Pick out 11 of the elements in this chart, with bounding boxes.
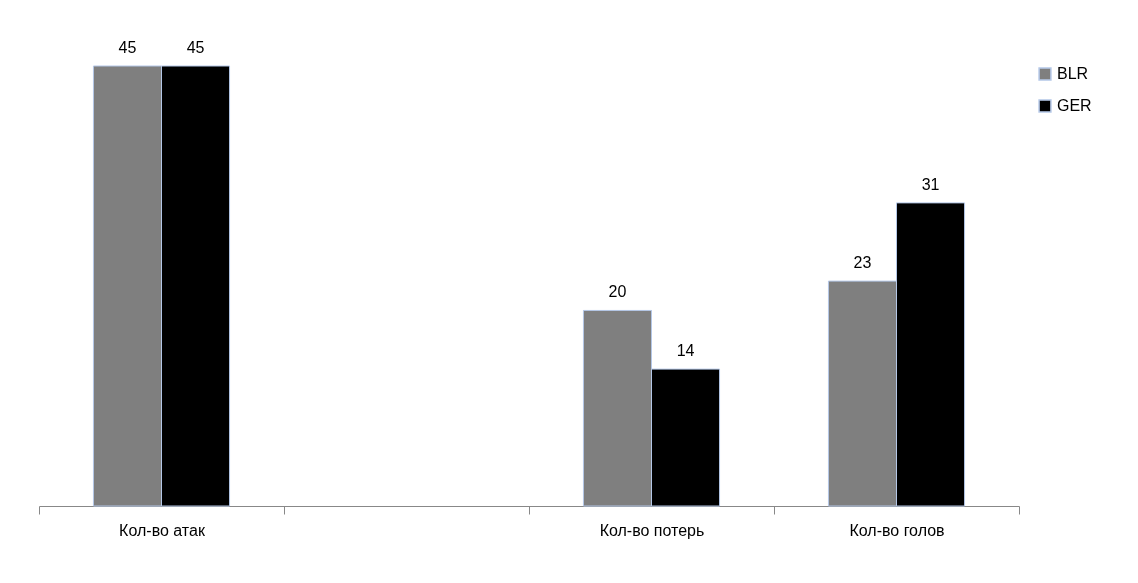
data-label: 14: [676, 342, 695, 360]
x-tick-label: Кол-во потерь: [599, 521, 705, 539]
legend-label: GER: [1057, 97, 1092, 114]
data-label: 45: [186, 39, 205, 56]
data-label: 23: [853, 254, 872, 272]
data-label: 31: [921, 175, 940, 193]
x-tick-label: Кол-во атак: [119, 521, 206, 539]
data-label: 45: [118, 39, 137, 56]
x-tick-label: Кол-во голов: [849, 521, 945, 539]
data-label: 20: [608, 283, 627, 301]
legend-label: BLR: [1057, 65, 1089, 82]
